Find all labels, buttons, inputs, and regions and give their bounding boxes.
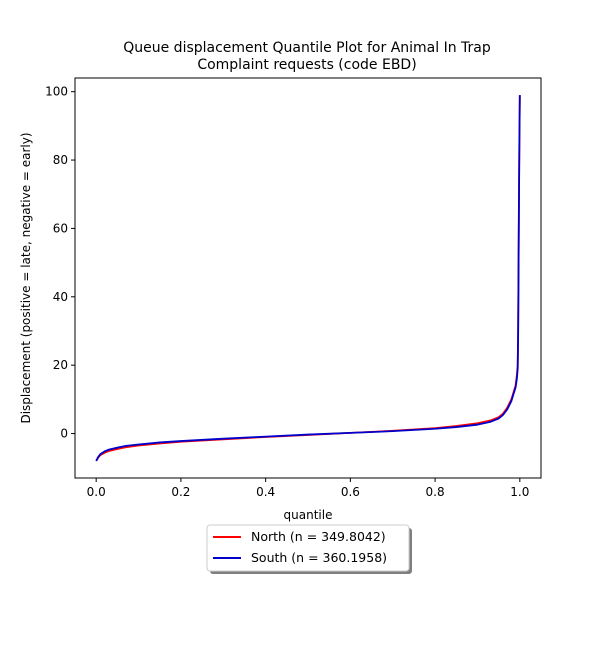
legend-box: [206, 524, 410, 572]
chart-title-line-2: Complaint requests (code EBD): [197, 57, 416, 73]
y-tick-label: 20: [53, 358, 68, 372]
y-tick-label: 60: [53, 221, 68, 235]
legend-label-south: South (n = 360.1958): [251, 550, 387, 565]
x-tick-label: 0.2: [171, 485, 190, 499]
x-tick-label: 0.8: [426, 485, 445, 499]
series-line-north: [95, 95, 521, 462]
x-tick-label: 0.6: [341, 485, 360, 499]
y-tick-label: 100: [45, 85, 68, 99]
legend: North (n = 349.8042) South (n = 360.1958…: [206, 524, 412, 574]
y-tick-label: 0: [60, 427, 68, 441]
x-tick-label: 0.0: [87, 485, 106, 499]
y-tick-label: 40: [53, 290, 68, 304]
x-tick-label: 1.0: [510, 485, 529, 499]
chart-title-line-1: Queue displacement Quantile Plot for Ani…: [123, 40, 491, 56]
plot-frame: [74, 77, 542, 479]
x-tick-label: 0.4: [256, 485, 275, 499]
series-line-south: [95, 95, 521, 462]
x-axis-label: quantile: [284, 508, 333, 522]
legend-label-north: North (n = 349.8042): [251, 529, 386, 544]
y-tick-label: 80: [53, 153, 68, 167]
y-axis-label: Displacement (positive = late, negative …: [19, 132, 33, 423]
